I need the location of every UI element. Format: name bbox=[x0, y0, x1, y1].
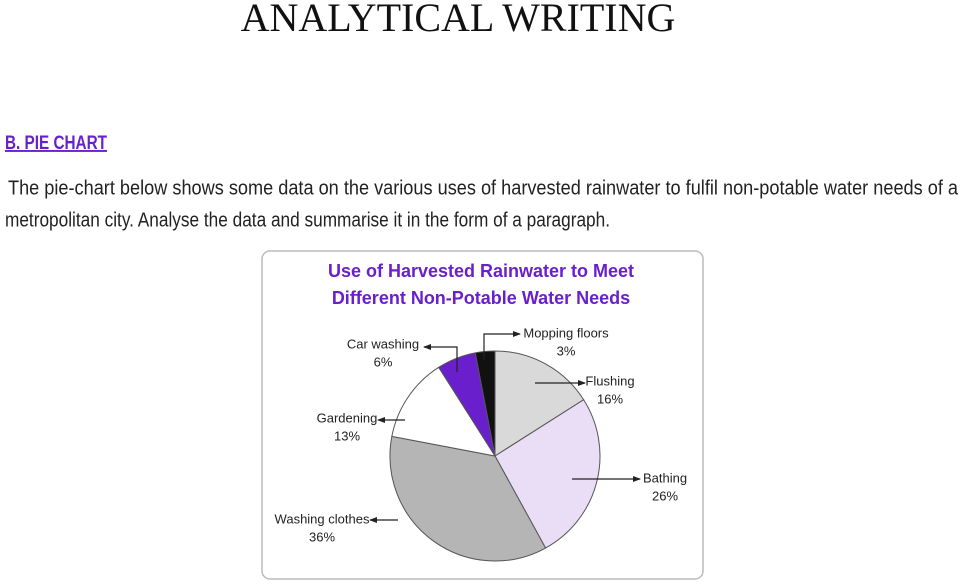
pie-slice bbox=[494, 399, 601, 549]
leader-line bbox=[423, 344, 458, 372]
chart-title: Different Non-Potable Water Needs bbox=[332, 288, 630, 308]
value-label: 13% bbox=[334, 428, 360, 443]
page-title: ANALYTICAL WRITING bbox=[241, 0, 676, 40]
pie-slice bbox=[494, 350, 585, 457]
value-label: 6% bbox=[374, 354, 393, 369]
pie-slice bbox=[389, 435, 547, 562]
value-label: 26% bbox=[652, 488, 678, 503]
value-label: 3% bbox=[557, 343, 576, 358]
slice-label: Car washing bbox=[347, 336, 419, 351]
slice-label: Flushing bbox=[585, 373, 634, 388]
slice-label: Gardening bbox=[317, 410, 378, 425]
paragraph-line: metropolitan city. Analyse the data and … bbox=[5, 209, 610, 231]
value-label: 16% bbox=[597, 391, 623, 406]
paragraph-line: The pie-chart below shows some data on t… bbox=[8, 177, 959, 199]
section-heading: B. PIE CHART bbox=[5, 133, 107, 154]
slice-label: Mopping floors bbox=[523, 325, 609, 340]
chart-title: Use of Harvested Rainwater to Meet bbox=[328, 261, 634, 281]
pie-slice bbox=[391, 366, 497, 457]
slice-label: Washing clothes bbox=[275, 511, 370, 526]
leader-line bbox=[483, 331, 521, 360]
slice-label: Bathing bbox=[643, 470, 687, 485]
value-label: 36% bbox=[309, 529, 335, 544]
pie-slice bbox=[474, 350, 496, 457]
